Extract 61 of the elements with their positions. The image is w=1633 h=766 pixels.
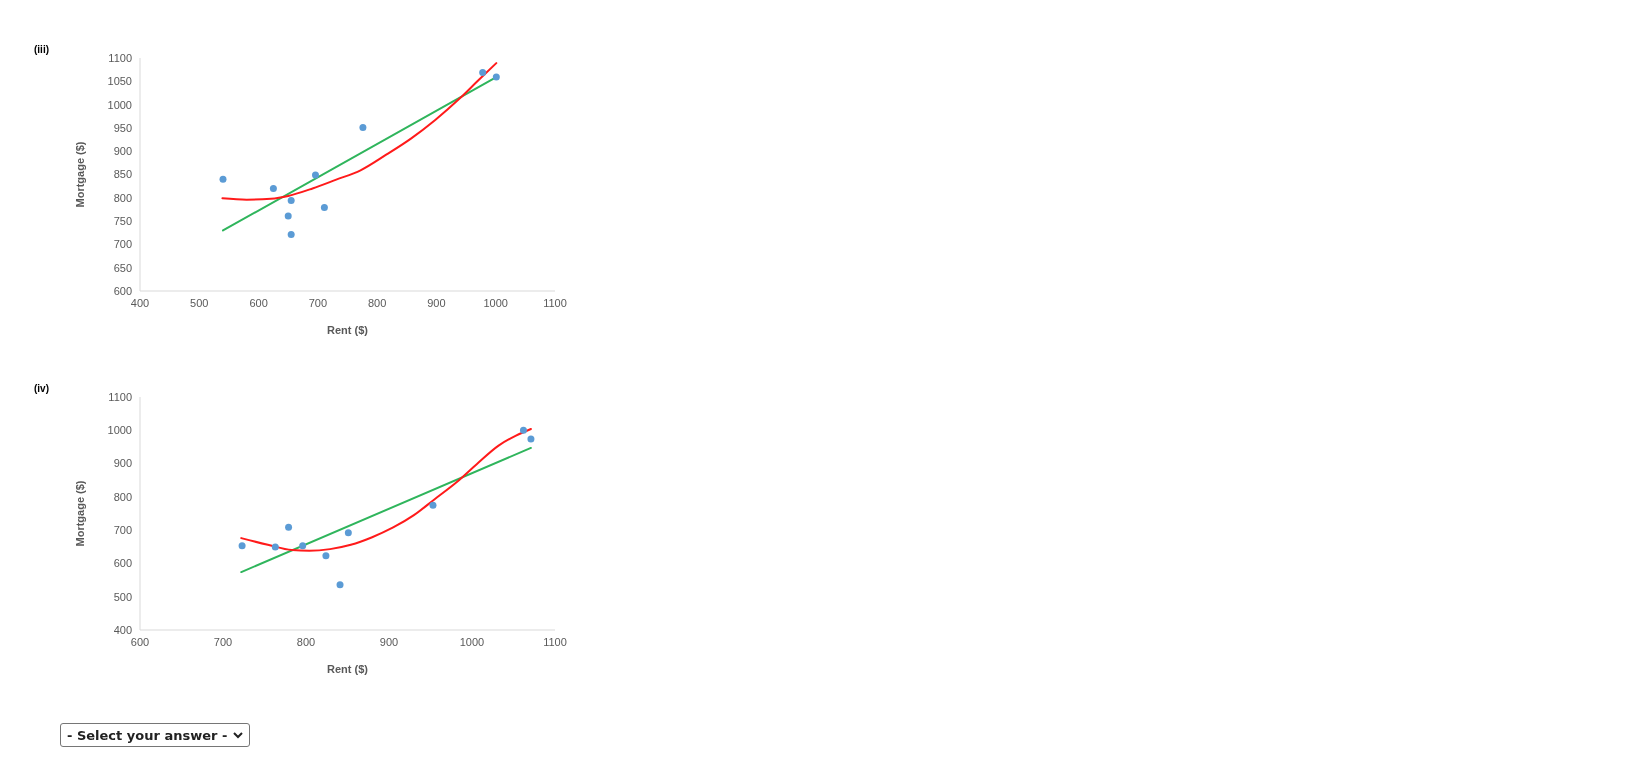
- y-tick-label: 400: [113, 623, 132, 636]
- x-tick-label: 900: [379, 635, 399, 648]
- point: [269, 184, 277, 192]
- point: [238, 542, 246, 550]
- answer-dropdown: - Select your answer -: [60, 723, 251, 747]
- point: [271, 543, 279, 551]
- point: [219, 175, 227, 183]
- y-axis-title: Mortgage ($): [73, 141, 86, 208]
- x-tick-label: 400: [130, 296, 150, 309]
- x-tick-label: 1000: [483, 296, 508, 309]
- x-tick-label: 600: [249, 296, 268, 309]
- x-tick-label: 1100: [543, 296, 567, 309]
- y-tick-label: 1000: [107, 98, 132, 111]
- point: [287, 197, 295, 205]
- line-series: [240, 427, 532, 552]
- y-tick-label: 500: [113, 590, 132, 603]
- x-tick-label: 900: [427, 296, 446, 309]
- y-tick-label: 750: [113, 215, 132, 228]
- y-tick-label: 850: [113, 168, 132, 181]
- y-tick-label: 600: [113, 284, 132, 297]
- y-tick-label: 600: [113, 557, 132, 570]
- y-tick-label: 700: [113, 238, 132, 251]
- x-axis-title: Rent ($): [327, 324, 369, 336]
- point: [527, 435, 535, 443]
- x-tick-label: 700: [308, 296, 328, 309]
- point: [322, 552, 330, 560]
- y-tick-label: 650: [113, 261, 132, 274]
- x-tick-label: 1000: [459, 635, 485, 648]
- y-tick-label: 800: [113, 191, 132, 204]
- point: [285, 523, 293, 531]
- y-tick-label: 1100: [108, 390, 132, 403]
- x-tick-label: 700: [213, 635, 233, 648]
- point: [311, 171, 319, 179]
- point: [359, 123, 367, 131]
- point: [287, 231, 295, 239]
- y-tick-label: 900: [113, 457, 132, 470]
- x-tick-label: 800: [367, 296, 387, 309]
- x-tick-label: 500: [190, 296, 209, 309]
- point: [429, 501, 437, 509]
- point: [519, 426, 527, 434]
- point: [344, 529, 352, 537]
- y-tick-label: 1100: [108, 51, 132, 64]
- point: [479, 68, 487, 76]
- y-tick-label: 700: [113, 524, 132, 537]
- y-tick-label: 1050: [107, 75, 132, 88]
- text: (iv): [34, 383, 49, 394]
- point: [284, 212, 292, 220]
- y-tick-label: 1000: [107, 424, 132, 437]
- point: [299, 542, 307, 550]
- y-tick-label: 950: [113, 121, 132, 134]
- point: [336, 581, 344, 589]
- x-tick-label: 800: [296, 635, 316, 648]
- point: [320, 204, 328, 212]
- y-axis-title: Mortgage ($): [73, 480, 86, 547]
- x-axis-title: Rent ($): [327, 663, 369, 675]
- y-tick-label: 800: [113, 490, 132, 503]
- y-tick-label: 900: [113, 145, 132, 158]
- point: [492, 73, 500, 81]
- text: (iii): [34, 44, 49, 55]
- x-tick-label: 1100: [543, 635, 567, 648]
- x-tick-label: 600: [130, 635, 150, 648]
